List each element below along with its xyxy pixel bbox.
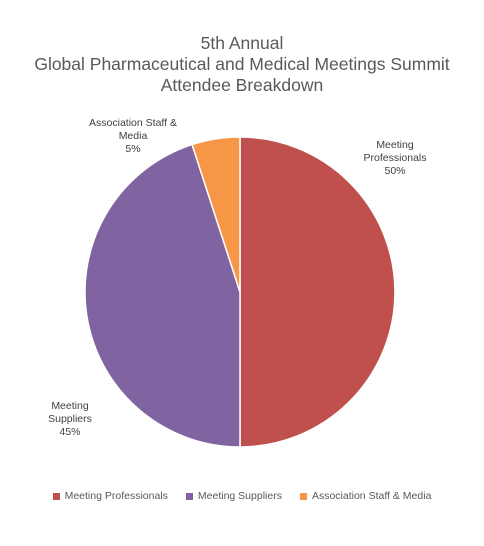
- data-label-line: Suppliers: [48, 413, 92, 425]
- data-label-association-staff-media: Association Staff & Media 5%: [78, 117, 188, 156]
- legend-item-association-staff-media: Association Staff & Media: [299, 490, 432, 502]
- pie-slice-meeting-professionals: [239, 136, 396, 448]
- chart-title-line-1: 5th Annual: [200, 33, 284, 53]
- data-label-line: Meeting: [376, 139, 414, 151]
- chart-title-line-3: Attendee Breakdown: [160, 75, 324, 95]
- legend-item-meeting-professionals: Meeting Professionals: [52, 490, 168, 502]
- legend-item-meeting-suppliers: Meeting Suppliers: [185, 490, 282, 502]
- data-label-meeting-professionals: Meeting Professionals 50%: [340, 139, 450, 178]
- legend-swatch: [299, 492, 307, 500]
- legend: Meeting Professionals Meeting Suppliers …: [0, 490, 484, 502]
- data-label-percent: 5%: [125, 143, 141, 155]
- data-label-percent: 50%: [384, 165, 406, 177]
- data-label-line: Professionals: [363, 152, 427, 164]
- legend-label: Meeting Professionals: [64, 490, 168, 502]
- legend-label: Meeting Suppliers: [197, 490, 282, 502]
- chart-title-line-2: Global Pharmaceutical and Medical Meetin…: [34, 54, 450, 74]
- legend-label: Association Staff & Media: [311, 490, 432, 502]
- pie-slice-association-staff-media: [191, 136, 241, 293]
- data-label-line: Media: [118, 130, 148, 142]
- data-label-line: Association Staff &: [89, 117, 177, 129]
- legend-swatch: [52, 492, 60, 500]
- pie-slice-meeting-suppliers: [84, 143, 241, 448]
- data-label-percent: 45%: [59, 426, 81, 438]
- data-label-meeting-suppliers: Meeting Suppliers 45%: [20, 400, 120, 439]
- data-label-line: Meeting: [51, 400, 89, 412]
- legend-swatch: [185, 492, 193, 500]
